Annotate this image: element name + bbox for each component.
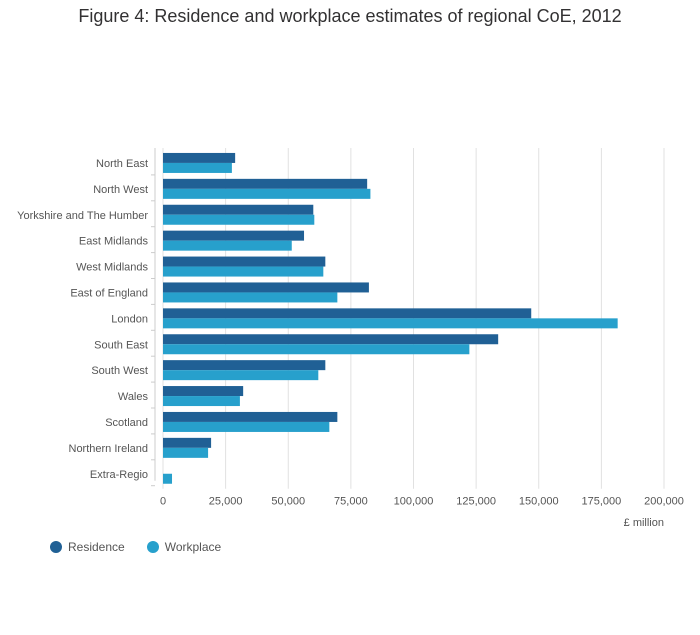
axes: 0 25,000 50,000 75,000 100,000 125,000 150,000… bbox=[17, 148, 684, 508]
x-tick-label: 50,000 bbox=[271, 496, 305, 508]
legend-label-workplace: Workplace bbox=[164, 540, 222, 554]
bar-workplace[interactable] bbox=[163, 266, 324, 277]
bar-residence[interactable] bbox=[163, 411, 338, 422]
category-label: Extra-Regio bbox=[90, 469, 148, 481]
x-tick-label: 100,000 bbox=[394, 496, 434, 508]
bar-workplace[interactable] bbox=[163, 318, 618, 329]
legend-swatch-workplace bbox=[146, 541, 159, 553]
bar-workplace[interactable] bbox=[163, 240, 292, 251]
bar-residence[interactable] bbox=[163, 308, 532, 319]
x-tick-label: 150,000 bbox=[519, 496, 559, 508]
category-label: South East bbox=[94, 339, 148, 351]
bar-workplace[interactable] bbox=[163, 396, 240, 407]
bar-residence[interactable] bbox=[163, 334, 499, 345]
category-label: Wales bbox=[118, 391, 149, 403]
bar-residence[interactable] bbox=[163, 437, 212, 448]
category-label: London bbox=[111, 313, 148, 325]
x-tick-label: 125,000 bbox=[456, 496, 496, 508]
bar-residence[interactable] bbox=[163, 152, 236, 163]
x-tick-label: 25,000 bbox=[209, 496, 243, 508]
bar-residence[interactable] bbox=[163, 282, 369, 293]
category-label: Northern Ireland bbox=[69, 443, 149, 455]
category-label: North East bbox=[96, 158, 148, 170]
legend-swatch-residence bbox=[50, 541, 62, 553]
legend-item-residence[interactable]: Residence bbox=[50, 540, 125, 554]
x-axis-title: £ million bbox=[624, 517, 664, 529]
x-tick-label: 75,000 bbox=[334, 496, 368, 508]
legend-item-workplace[interactable]: Workplace bbox=[146, 540, 222, 554]
bar-workplace[interactable] bbox=[163, 447, 209, 458]
bar-workplace[interactable] bbox=[163, 188, 371, 199]
category-label: North West bbox=[93, 184, 148, 196]
category-label: Scotland bbox=[105, 417, 148, 429]
category-label: South West bbox=[91, 365, 148, 377]
legend-label-residence: Residence bbox=[68, 540, 125, 554]
category-label: Yorkshire and The Humber bbox=[17, 210, 148, 222]
bar-residence[interactable] bbox=[163, 360, 326, 371]
bar-workplace[interactable] bbox=[163, 370, 319, 381]
bars bbox=[163, 152, 618, 484]
bar-residence[interactable] bbox=[163, 386, 244, 397]
bar-workplace[interactable] bbox=[163, 421, 330, 432]
bar-residence[interactable] bbox=[163, 230, 305, 241]
bar-residence[interactable] bbox=[163, 178, 368, 189]
category-label: East Midlands bbox=[79, 236, 149, 248]
bar-workplace[interactable] bbox=[163, 292, 338, 303]
bar-workplace[interactable] bbox=[163, 162, 232, 173]
x-tick-label: 200,000 bbox=[644, 496, 684, 508]
bar-residence[interactable] bbox=[163, 204, 314, 215]
bar-residence[interactable] bbox=[163, 256, 326, 267]
bar-workplace[interactable] bbox=[163, 344, 470, 355]
bar-workplace[interactable] bbox=[163, 214, 315, 225]
x-tick-label: 175,000 bbox=[581, 496, 621, 508]
chart-title: Figure 4: Residence and workplace estima… bbox=[78, 6, 622, 26]
x-tick-label: 0 bbox=[160, 496, 166, 508]
category-label: East of England bbox=[70, 287, 148, 299]
bar-workplace[interactable] bbox=[163, 473, 173, 484]
category-label: West Midlands bbox=[76, 262, 148, 274]
legend: Residence Workplace bbox=[50, 540, 221, 554]
